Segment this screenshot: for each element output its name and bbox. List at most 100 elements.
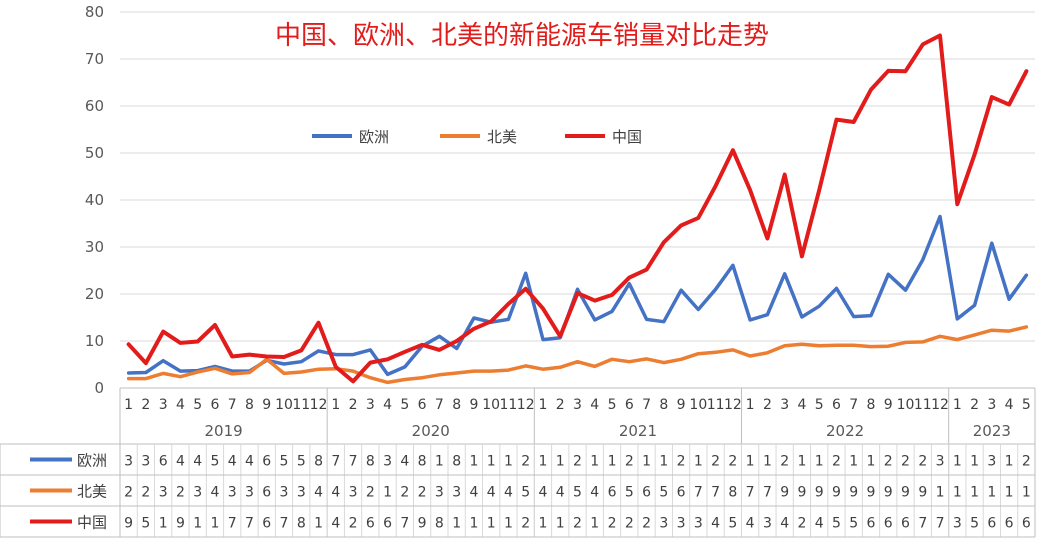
table-cell: 4 <box>193 454 202 470</box>
x-tick-label: 6 <box>418 397 427 413</box>
table-cell: 1 <box>867 454 876 470</box>
table-cell: 1 <box>469 454 478 470</box>
table-cell: 2 <box>884 454 893 470</box>
table-cell: 5 <box>849 516 858 532</box>
x-tick-label: 6 <box>832 397 841 413</box>
table-cell: 3 <box>659 516 668 532</box>
x-tick-label: 11 <box>500 397 518 413</box>
table-cell: 4 <box>590 485 599 501</box>
table-cell: 2 <box>1022 454 1031 470</box>
table-cell: 6 <box>884 516 893 532</box>
table-cell: 3 <box>383 454 392 470</box>
table-cell: 8 <box>366 454 375 470</box>
table-cell: 4 <box>780 516 789 532</box>
table-cell: 9 <box>884 485 893 501</box>
legend[interactable]: 欧洲 北美 中国 <box>312 128 642 146</box>
table-cell: 2 <box>349 516 358 532</box>
x-tick-label: 12 <box>931 397 949 413</box>
table-cell: 2 <box>418 485 427 501</box>
table-cell: 9 <box>797 485 806 501</box>
row-label: 北美 <box>77 483 107 501</box>
legend-label: 中国 <box>612 128 642 146</box>
table-cell: 7 <box>763 485 772 501</box>
row-label: 中国 <box>77 514 107 532</box>
table-cell: 3 <box>349 485 358 501</box>
x-tick-label: 5 <box>1022 397 1031 413</box>
table-cell: 1 <box>193 516 202 532</box>
x-tick-label: 1 <box>331 397 340 413</box>
legend-label: 欧洲 <box>359 128 389 146</box>
data-table: 1 2 3 4 5 6 7 8 9 10 11 12 1 2 3 4 5 6 7 8 9 10 11 12 1 2 3 4 5 6 7 8 9 1… <box>0 388 1036 538</box>
table-cell: 5 <box>659 485 668 501</box>
table-cell: 7 <box>245 516 254 532</box>
table-cell: 1 <box>539 454 548 470</box>
table-cell: 6 <box>383 516 392 532</box>
y-axis: 0 10 20 30 40 50 60 70 80 <box>85 3 104 397</box>
table-cell: 1 <box>487 516 496 532</box>
table-cell: 3 <box>987 454 996 470</box>
table-cell: 1 <box>849 454 858 470</box>
x-tick-label: 3 <box>987 397 996 413</box>
table-cell: 1 <box>210 516 219 532</box>
table-cell: 1 <box>1005 485 1014 501</box>
table-cell: 8 <box>297 516 306 532</box>
table-cell: 6 <box>642 485 651 501</box>
table-cell: 7 <box>349 454 358 470</box>
table-cell: 2 <box>141 485 150 501</box>
table-cell: 8 <box>435 516 444 532</box>
table-cell: 4 <box>556 485 565 501</box>
table-cell: 1 <box>936 485 945 501</box>
x-tick-label: 12 <box>724 397 742 413</box>
table-cell: 1 <box>504 516 513 532</box>
x-tick-label: 4 <box>590 397 599 413</box>
table-cell: 1 <box>539 516 548 532</box>
table-cell: 1 <box>314 516 323 532</box>
table-cell: 2 <box>625 516 634 532</box>
x-tick-label: 3 <box>366 397 375 413</box>
legend-label: 北美 <box>487 128 517 146</box>
table-cell: 1 <box>608 454 617 470</box>
table-cell: 7 <box>746 485 755 501</box>
table-cell: 1 <box>1022 485 1031 501</box>
table-cell: 8 <box>452 454 461 470</box>
table-cell: 5 <box>573 485 582 501</box>
table-cell: 2 <box>625 454 634 470</box>
table-cell: 2 <box>728 454 737 470</box>
table-cell: 2 <box>366 485 375 501</box>
x-tick-label: 5 <box>193 397 202 413</box>
table-cell: 2 <box>677 454 686 470</box>
table-cell: 4 <box>711 516 720 532</box>
x-tick-label: 2 <box>349 397 358 413</box>
y-tick-label: 60 <box>85 97 104 115</box>
x-tick-label: 12 <box>310 397 328 413</box>
table-cell: 6 <box>262 516 271 532</box>
x-tick-label: 1 <box>746 397 755 413</box>
table-cell: 3 <box>228 485 237 501</box>
table-cell: 5 <box>210 454 219 470</box>
table-cell: 3 <box>763 516 772 532</box>
table-cell: 7 <box>331 454 340 470</box>
x-tick-label: 2 <box>556 397 565 413</box>
table-cell: 3 <box>297 485 306 501</box>
series-line-欧洲 <box>126 214 1029 377</box>
table-cell: 9 <box>832 485 841 501</box>
table-cell: 2 <box>918 454 927 470</box>
table-cell: 6 <box>987 516 996 532</box>
table-cell: 1 <box>694 454 703 470</box>
table-cell: 4 <box>245 454 254 470</box>
x-tick-label: 5 <box>608 397 617 413</box>
table-cell: 3 <box>936 454 945 470</box>
x-tick-label: 6 <box>210 397 219 413</box>
y-tick-label: 20 <box>85 285 104 303</box>
table-cell: 1 <box>970 454 979 470</box>
table-cell: 7 <box>400 516 409 532</box>
x-tick-label: 11 <box>292 397 310 413</box>
table-cell: 2 <box>521 516 530 532</box>
y-tick-label: 40 <box>85 191 104 209</box>
table-cell: 1 <box>504 454 513 470</box>
x-tick-label: 9 <box>469 397 478 413</box>
table-cell: 4 <box>331 485 340 501</box>
x-tick-label: 7 <box>849 397 858 413</box>
x-tick-label: 4 <box>797 397 806 413</box>
table-cell: 4 <box>228 454 237 470</box>
